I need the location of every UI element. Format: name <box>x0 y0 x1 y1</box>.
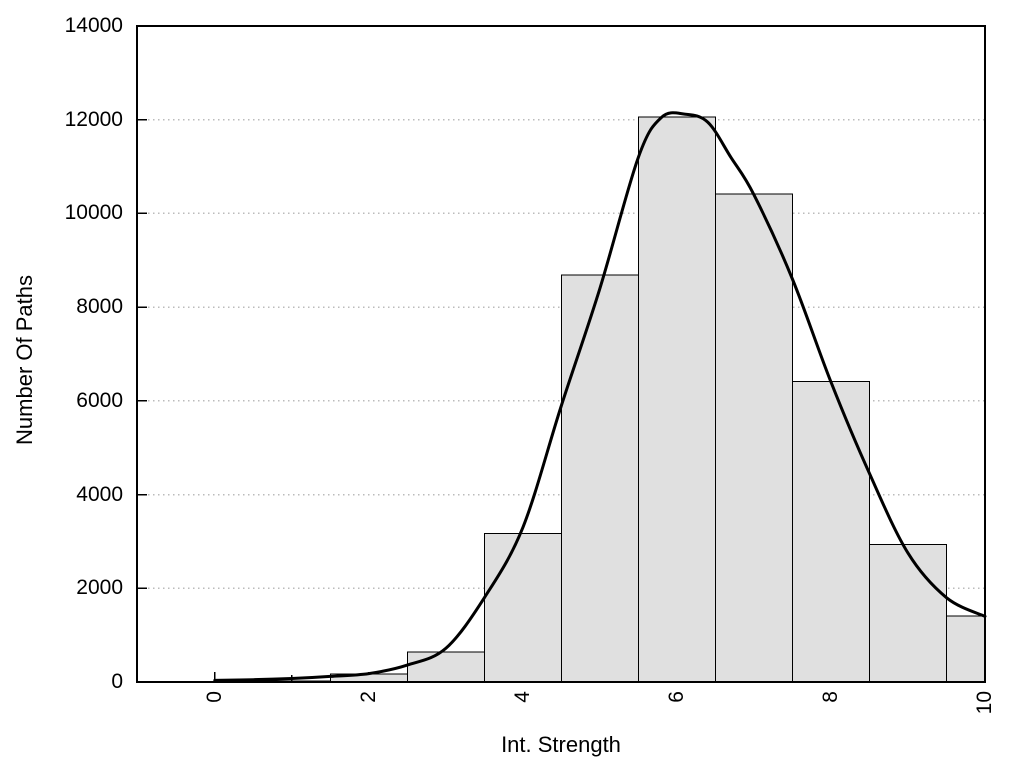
y-axis-label: Number Of Paths <box>12 275 37 445</box>
histogram-bar <box>791 381 870 683</box>
y-tick-label: 12000 <box>64 107 123 131</box>
y-tick-label: 2000 <box>76 576 123 600</box>
y-tick-label: 0 <box>111 670 123 693</box>
histogram-bar <box>714 193 793 683</box>
x-tick-label: 10 <box>973 691 996 715</box>
density-curve <box>213 111 987 682</box>
histogram-bar <box>868 544 947 683</box>
plot-border <box>136 25 986 683</box>
histogram-bar <box>637 116 716 683</box>
y-tick-label: 10000 <box>64 201 123 225</box>
y-tick-label: 8000 <box>76 295 123 319</box>
x-tick-label: 6 <box>664 691 688 703</box>
histogram-bar <box>483 532 562 683</box>
histogram-bar <box>945 615 986 683</box>
y-tick-label: 6000 <box>76 388 123 412</box>
x-tick-label: 4 <box>510 691 534 703</box>
histogram-bar <box>560 274 639 683</box>
x-tick-label: 2 <box>356 691 380 703</box>
y-tick-label: 4000 <box>76 482 123 506</box>
x-tick-label: 8 <box>818 691 842 703</box>
x-axis-label: Int. Strength <box>501 732 621 757</box>
histogram-bar <box>406 651 485 683</box>
y-tick-label: 14000 <box>64 14 123 37</box>
x-tick-label: 0 <box>202 691 226 703</box>
